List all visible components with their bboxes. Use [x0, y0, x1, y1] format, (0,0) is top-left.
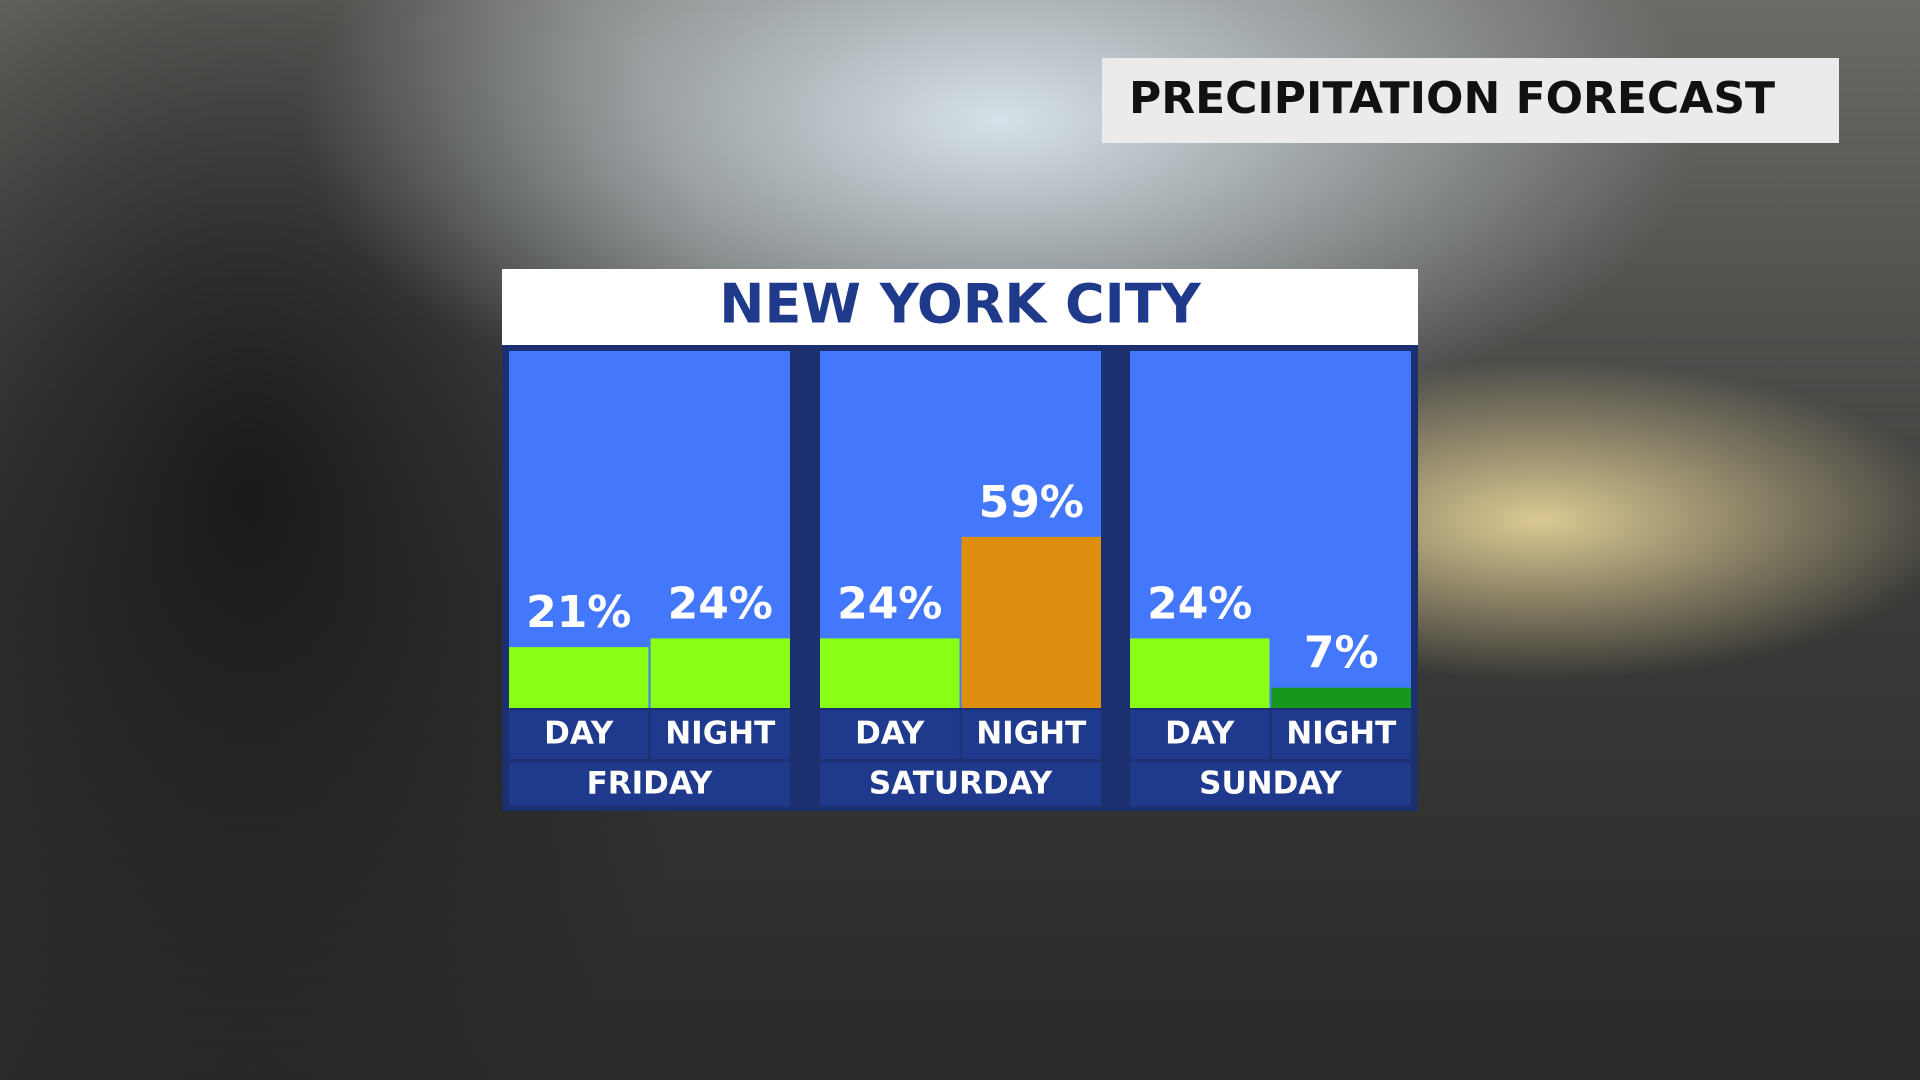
day-cell: [1130, 762, 1411, 806]
day-cell: [509, 762, 790, 806]
category-label: DAY: [1165, 716, 1235, 752]
value-label: 24%: [668, 578, 773, 629]
bar: [820, 638, 960, 708]
bar: [509, 647, 649, 708]
category-label: DAY: [855, 716, 925, 752]
chart-title: NEW YORK CITY: [719, 273, 1201, 336]
day-label: SATURDAY: [869, 766, 1053, 802]
category-cell: [1130, 710, 1270, 759]
category-label: NIGHT: [665, 716, 775, 752]
value-label: 24%: [1147, 578, 1252, 629]
category-cell: [1271, 710, 1411, 759]
value-label: 7%: [1304, 628, 1379, 679]
header-box: [1102, 58, 1839, 143]
category-cell: [650, 710, 790, 759]
day-label: SUNDAY: [1199, 766, 1342, 802]
category-label: NIGHT: [1286, 716, 1396, 752]
title-bar: [502, 269, 1418, 345]
category-label: NIGHT: [976, 716, 1086, 752]
category-cell: [509, 710, 649, 759]
bar: [650, 638, 790, 708]
value-label: 24%: [837, 578, 942, 629]
category-label: DAY: [544, 716, 614, 752]
header-title: PRECIPITATION FORECAST: [1129, 73, 1775, 124]
category-cell: [961, 710, 1101, 759]
bar: [1130, 638, 1270, 708]
category-cell: [820, 710, 960, 759]
day-label: FRIDAY: [587, 766, 713, 802]
value-label: 59%: [979, 477, 1084, 528]
bar: [961, 536, 1101, 708]
bar: [1271, 687, 1411, 708]
value-label: 21%: [526, 587, 631, 638]
day-cell: [820, 762, 1101, 806]
